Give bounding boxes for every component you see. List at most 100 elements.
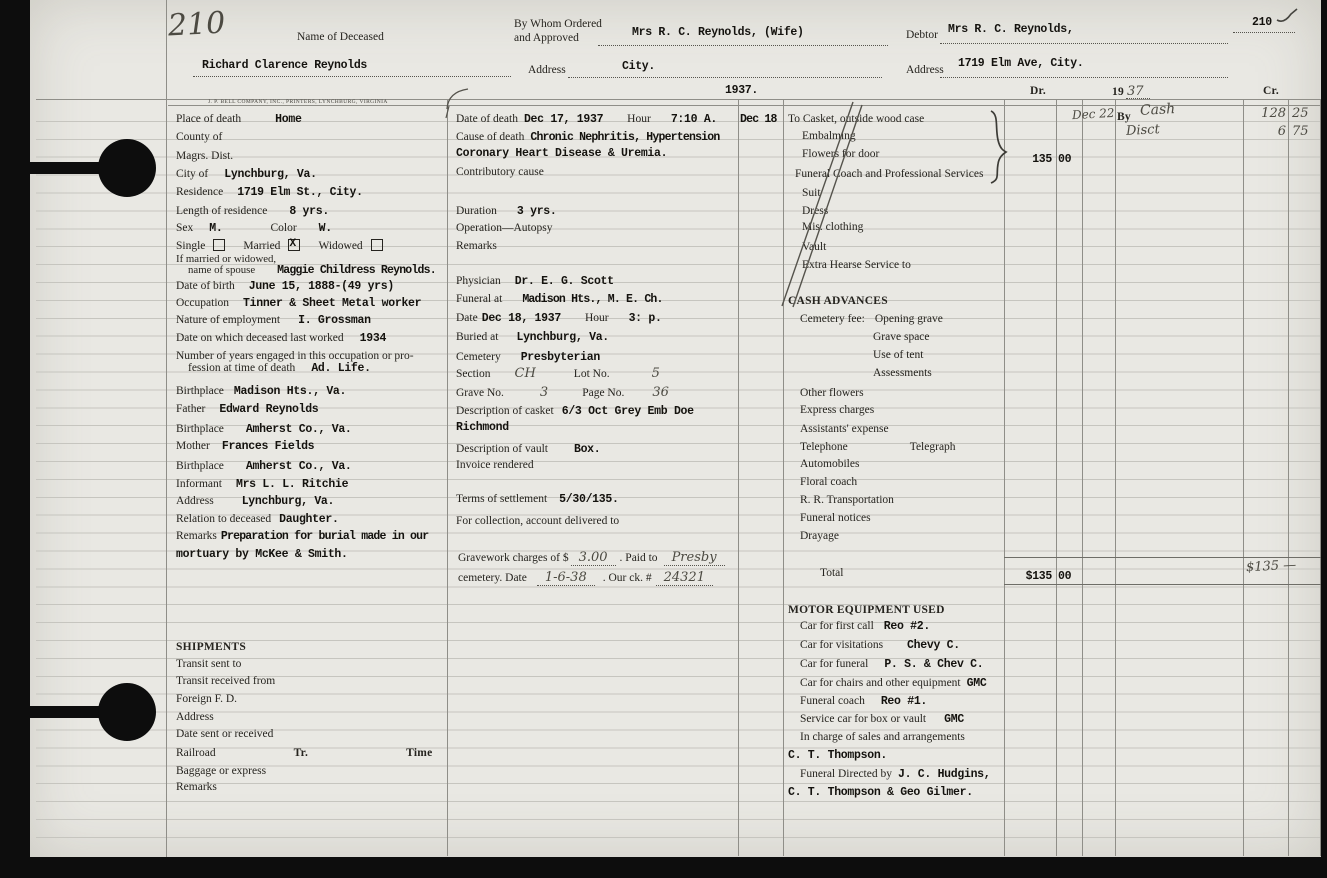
field-magisterial-district: Magrs. Dist. xyxy=(176,150,234,162)
ledger-column-line xyxy=(1082,100,1083,856)
charge-item: Funeral Coach and Professional Services xyxy=(795,168,984,180)
gravework-line1: Gravework charges of $3.00. Paid to Presb… xyxy=(458,550,725,566)
cash-advance-item: Assistants' expense xyxy=(800,423,889,435)
field-cause-of-death: Cause of death Chronic Nephritis, Hyperte… xyxy=(456,131,720,144)
field-funeral-at: Funeral at Madison Hts., M. E. Ch. xyxy=(456,293,663,306)
address-right-dotted-line xyxy=(940,76,1228,78)
cash-advances-title: CASH ADVANCES xyxy=(788,295,888,307)
field-years-engaged: fession at time of death Ad. Life. xyxy=(188,362,371,375)
debtor-label: Debtor xyxy=(906,29,938,41)
record-number-handwritten: 210 xyxy=(167,5,227,44)
field-father: Father Edward Reynolds xyxy=(176,403,319,416)
field-funeral-date: Date Dec 18, 1937 Hour 3: p. xyxy=(456,312,662,325)
year-line: 19 37 xyxy=(1112,84,1144,99)
field-transit-sent: Transit sent to xyxy=(176,658,242,670)
grid-top-line xyxy=(168,105,1321,106)
cash-advance-item: Drayage xyxy=(800,530,839,542)
record-number-dotted-line xyxy=(1233,31,1295,33)
total-rule-top xyxy=(1004,557,1321,558)
field-city-of: City of Lynchburg, Va. xyxy=(176,168,317,181)
motor-row: Funeral coach Reo #1. xyxy=(800,695,928,708)
field-residence: Residence 1719 Elm St., City. xyxy=(176,186,363,199)
charge-item: Dress xyxy=(802,205,829,217)
credit-amount2-dollars: 6 xyxy=(1277,124,1286,139)
charge-item: Suit xyxy=(802,187,821,199)
debtor-dotted-line xyxy=(940,42,1228,44)
field-length-of-residence: Length of residence 8 yrs. xyxy=(176,205,329,218)
widowed-checkbox xyxy=(370,239,383,251)
field-duration: Duration 3 yrs. xyxy=(456,205,557,218)
field-physician: Physician Dr. E. G. Scott xyxy=(456,275,614,288)
field-birthplace-deceased: Birthplace Madison Hts., Va. xyxy=(176,385,347,398)
address-right-label: Address xyxy=(906,64,944,76)
group-amount-cents: 00 xyxy=(1058,153,1072,166)
field-date-of-death: Date of death Dec 17, 1937 Hour 7:10 A. xyxy=(456,113,718,126)
ledger-column-line xyxy=(1056,100,1057,856)
shipments-title: SHIPMENTS xyxy=(176,641,246,653)
motor-row: Car for first call Reo #2. xyxy=(800,620,930,633)
field-informant-address: Address Lynchburg, Va. xyxy=(176,495,335,508)
field-date-sent-received: Date sent or received xyxy=(176,728,274,740)
telephone-telegraph-row: Telephone Telegraph xyxy=(800,441,956,453)
ledger-column-line xyxy=(1115,100,1116,856)
posted-date: Dec 18 xyxy=(740,113,777,126)
field-spouse: name of spouse Maggie Childress Reynolds. xyxy=(188,264,437,277)
field-vault-description: Description of vault Box. xyxy=(456,443,601,456)
hole-punch xyxy=(98,139,156,197)
ledger-column-line xyxy=(1243,100,1244,856)
motor-equipment-title: MOTOR EQUIPMENT USED xyxy=(788,604,945,616)
motor-row: Car for funeral P. S. & Chev C. xyxy=(800,658,984,671)
column-divider xyxy=(783,100,784,856)
name-dotted-line xyxy=(193,75,511,77)
motor-row: In charge of sales and arrangements xyxy=(800,731,965,743)
cash-advance-item: Funeral notices xyxy=(800,512,871,524)
field-shipment-remarks: Remarks xyxy=(176,781,217,793)
field-foreign-fd: Foreign F. D. xyxy=(176,693,238,705)
ledger-column-line xyxy=(1004,100,1005,856)
cemetery-fee-row: Cemetery fee: Opening grave xyxy=(800,313,943,325)
ledger-column-line xyxy=(1320,100,1321,856)
credit-method2-handwritten: Disct xyxy=(1125,122,1161,139)
field-marital-status: Single Married X Widowed xyxy=(176,238,383,253)
credit-date-handwritten: Dec 22 xyxy=(1071,105,1115,123)
motor-row: Service car for box or vault GMC xyxy=(800,713,964,726)
gravework-paid-to-handwritten: Presby xyxy=(663,550,725,566)
casket-continuation: Richmond xyxy=(456,421,509,434)
total-label: Total xyxy=(820,567,844,579)
gravework-amount-handwritten: 3.00 xyxy=(570,550,616,566)
cr-label: Cr. xyxy=(1263,85,1279,97)
year-center: 1937. xyxy=(725,84,759,97)
field-place-of-death: Place of death Home xyxy=(176,113,302,126)
charge-item: To Casket, outside wood case xyxy=(788,113,925,125)
credit-amount2-cents: 75 xyxy=(1292,124,1309,139)
total-dr-dollars: $135 xyxy=(1025,570,1053,583)
field-mother: Mother Frances Fields xyxy=(176,440,315,453)
credit-amount1-dollars: 128 xyxy=(1261,106,1286,121)
scan-edge-left xyxy=(0,0,30,878)
field-grave-page: Grave No. 3 Page No. 36 xyxy=(456,385,669,400)
total-cr-handwritten: $135 — xyxy=(1245,557,1297,576)
motor-row: Car for chairs and other equipment GMC xyxy=(800,677,987,690)
ordered-label-line1: By Whom Ordered xyxy=(514,18,602,30)
cash-advance-item: R. R. Transportation xyxy=(800,494,894,506)
ordered-value: Mrs R. C. Reynolds, (Wife) xyxy=(632,26,804,39)
field-remarks: Remarks Preparation for burial made in ou… xyxy=(176,530,429,543)
cash-advance-item: Floral coach xyxy=(800,476,858,488)
field-birthplace-father: Birthplace Amherst Co., Va. xyxy=(176,423,352,436)
remarks-continuation: mortuary by McKee & Smith. xyxy=(176,548,348,561)
field-informant: Informant Mrs L. L. Ritchie xyxy=(176,478,349,491)
year-dotted-line xyxy=(1126,97,1150,99)
field-section-lot: Section CH Lot No. 5 xyxy=(456,366,660,381)
field-transit-received: Transit received from xyxy=(176,675,276,687)
scan-edge-right xyxy=(1321,0,1327,878)
record-number-typed: 210 xyxy=(1252,16,1272,29)
column-divider xyxy=(447,100,448,856)
total-dr-cents: 00 xyxy=(1058,570,1072,583)
field-county: County of xyxy=(176,131,223,143)
ordered-dotted-line xyxy=(598,44,888,46)
header-divider xyxy=(36,99,1321,100)
single-checkbox xyxy=(213,239,226,251)
cemetery-fee-item: Assessments xyxy=(873,367,932,379)
charge-item: Mis. clothing xyxy=(802,221,864,233)
field-last-worked: Date on which deceased last worked 1934 xyxy=(176,332,387,345)
